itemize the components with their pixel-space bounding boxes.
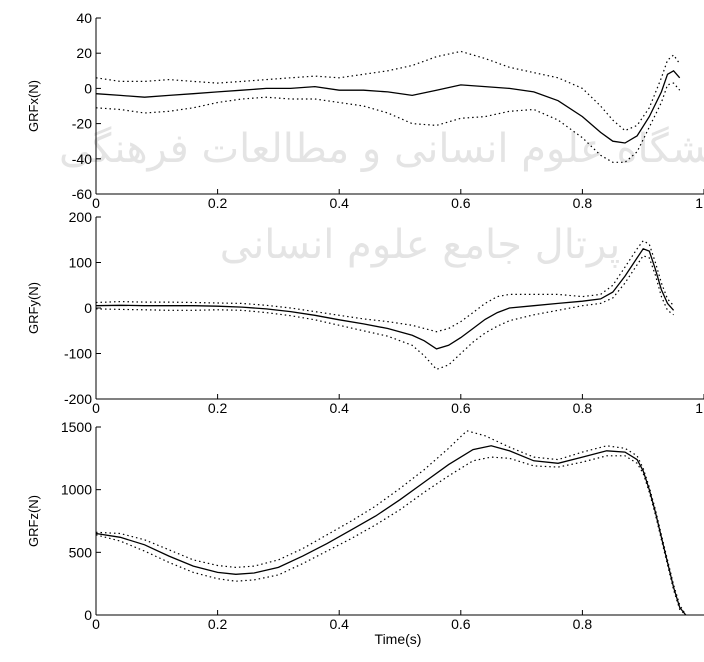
x-tick-label: 0.8	[573, 616, 593, 632]
y-axis-label: GRFz(N)	[26, 495, 41, 547]
y-tick-label: -40	[72, 151, 92, 167]
x-tick-label: 0.4	[329, 400, 349, 416]
y-tick-label: 200	[69, 209, 93, 225]
y-tick-label: -200	[64, 391, 92, 407]
x-tick-label: 0.2	[208, 195, 228, 211]
band-line-2	[95, 50, 681, 132]
x-tick-label: 0.2	[208, 616, 228, 632]
band-line-3	[95, 455, 687, 616]
x-tick-label: 0.6	[451, 400, 471, 416]
y-tick-label: -100	[64, 346, 92, 362]
y-axis-label: GRFx(N)	[26, 80, 41, 132]
chart-panel-1: -60 -40 -20 0 20 40 0 0.2 0.4 0.6 0.8 1 GRFx(N)	[26, 10, 704, 211]
x-axis-label: Time(s)	[375, 631, 422, 647]
mean-line-1	[95, 445, 687, 616]
chart-panel-3: 0 500 1000 1500 0 0.2 0.4 0.6 0.8 GRFz(N) Time(s)	[26, 419, 704, 647]
y-tick-label: 0	[84, 607, 92, 623]
watermark-line-1: پژوهشگاه علوم انسانی و مطالعات فرهنگی	[59, 126, 704, 172]
y-tick-label: 1500	[61, 419, 92, 435]
x-tick-label: 0.8	[573, 400, 593, 416]
y-tick-label: 0	[84, 300, 92, 316]
y-axis-label: GRFy(N)	[26, 282, 41, 334]
x-tick-label: 0	[92, 195, 100, 211]
y-tick-label: 100	[69, 255, 93, 271]
x-tick-label: 0.4	[329, 616, 349, 632]
y-tick-label: -60	[72, 186, 92, 202]
watermark: پژوهشگاه علوم انسانی و مطالعات فرهنگی پر…	[59, 126, 704, 268]
mean-line-1	[95, 69, 681, 144]
x-tick-label: 0	[92, 400, 100, 416]
x-tick-label: 1	[695, 195, 703, 211]
x-tick-label: 0.4	[329, 195, 349, 211]
y-tick-label: -20	[72, 116, 92, 132]
y-tick-label: 0	[84, 80, 92, 96]
band-line-2	[95, 430, 687, 616]
band-line-3	[95, 254, 674, 371]
mean-line-1	[95, 248, 675, 350]
y-tick-label: 40	[76, 10, 92, 26]
band-line-2	[95, 239, 675, 333]
x-tick-label: 1	[695, 400, 703, 416]
x-tick-label: 0.8	[573, 195, 593, 211]
chart-panel-2: -200 -100 0 100 200 0 0.2 0.4 0.6 0.8 1 GRFy(N)	[26, 209, 704, 416]
y-tick-label: 20	[76, 45, 92, 61]
x-tick-label: 0.2	[208, 400, 228, 416]
x-tick-label: 0.6	[451, 616, 471, 632]
watermark-line-2: پرتال جامع علوم انسانی	[220, 222, 621, 268]
x-tick-label: 0	[92, 616, 100, 632]
x-tick-label: 0.6	[451, 195, 471, 211]
y-tick-label: 500	[69, 544, 93, 560]
y-tick-label: 1000	[61, 482, 92, 498]
